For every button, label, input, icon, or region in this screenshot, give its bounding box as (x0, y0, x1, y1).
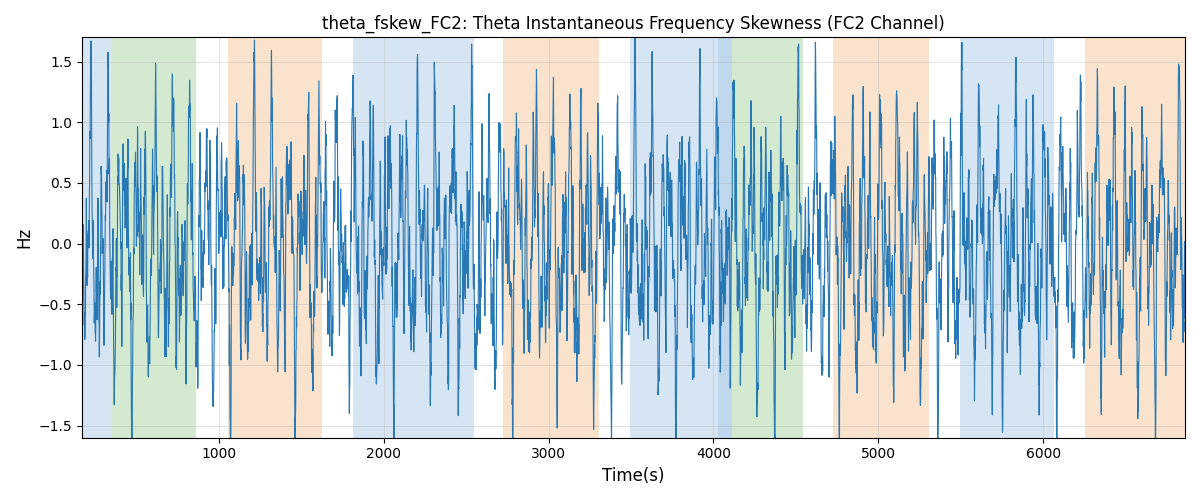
Bar (82, 38, 113, 438)
Bar (503, 38, 599, 438)
Title: theta_fskew_FC2: Theta Instantaneous Frequency Skewness (FC2 Channel): theta_fskew_FC2: Theta Instantaneous Fre… (322, 15, 944, 34)
Bar (732, 38, 803, 438)
Bar (960, 38, 1054, 438)
Bar (630, 38, 718, 438)
Bar (718, 38, 732, 438)
Bar (113, 38, 197, 438)
X-axis label: Time(s): Time(s) (602, 467, 665, 485)
Bar (353, 38, 474, 438)
Bar (1085, 38, 1186, 438)
Y-axis label: Hz: Hz (14, 227, 32, 248)
Bar (228, 38, 322, 438)
Bar (833, 38, 929, 438)
